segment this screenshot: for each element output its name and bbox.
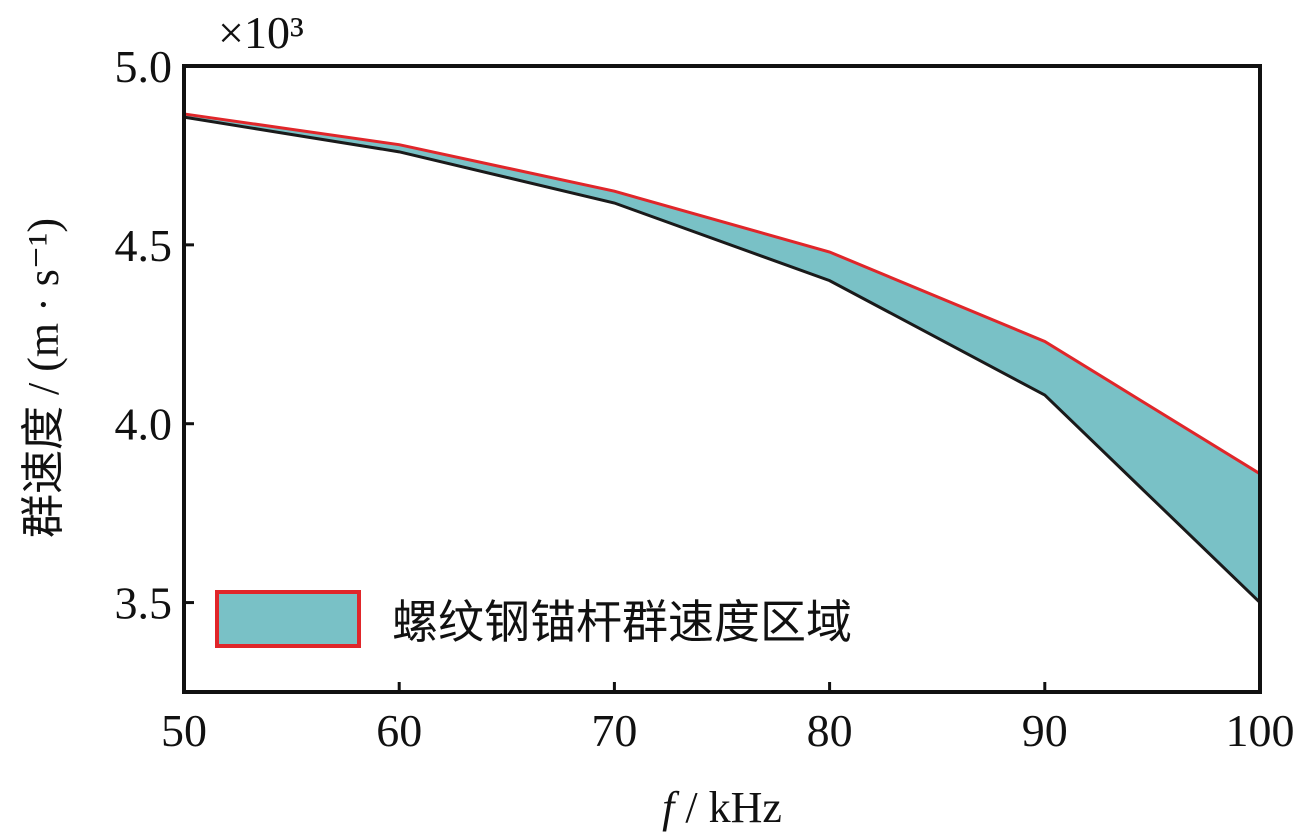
- velocity-region-fill: [184, 113, 1260, 603]
- x-tick-label: 70: [591, 705, 637, 756]
- x-label-unit: / kHz: [674, 783, 782, 832]
- lower-bound-line: [183, 115, 1262, 604]
- x-axis-label: f / kHz: [662, 783, 782, 832]
- y-axis-label: 群速度 / (m · s⁻¹): [19, 218, 68, 538]
- upper-bound-line: [183, 112, 1261, 476]
- x-tick-label: 50: [161, 705, 207, 756]
- x-tick-label: 60: [376, 705, 422, 756]
- svg-text:f / kHz: f / kHz: [662, 783, 782, 832]
- plot-frame: [182, 64, 1262, 694]
- legend-label: 螺纹钢锚杆群速度区域: [392, 595, 852, 649]
- x-tick-label: 100: [1226, 705, 1295, 756]
- x-tick-label: 80: [807, 705, 853, 756]
- legend-swatch: [215, 590, 361, 648]
- y-tick-label: 5.0: [115, 41, 173, 92]
- y-tick-label: 3.5: [115, 578, 173, 629]
- y-tick-label: 4.0: [115, 399, 173, 450]
- x-tick-label: 90: [1022, 705, 1068, 756]
- y-multiplier: ×10³: [218, 7, 304, 58]
- legend: 螺纹钢锚杆群速度区域: [215, 590, 852, 649]
- y-tick-label: 4.5: [115, 220, 173, 271]
